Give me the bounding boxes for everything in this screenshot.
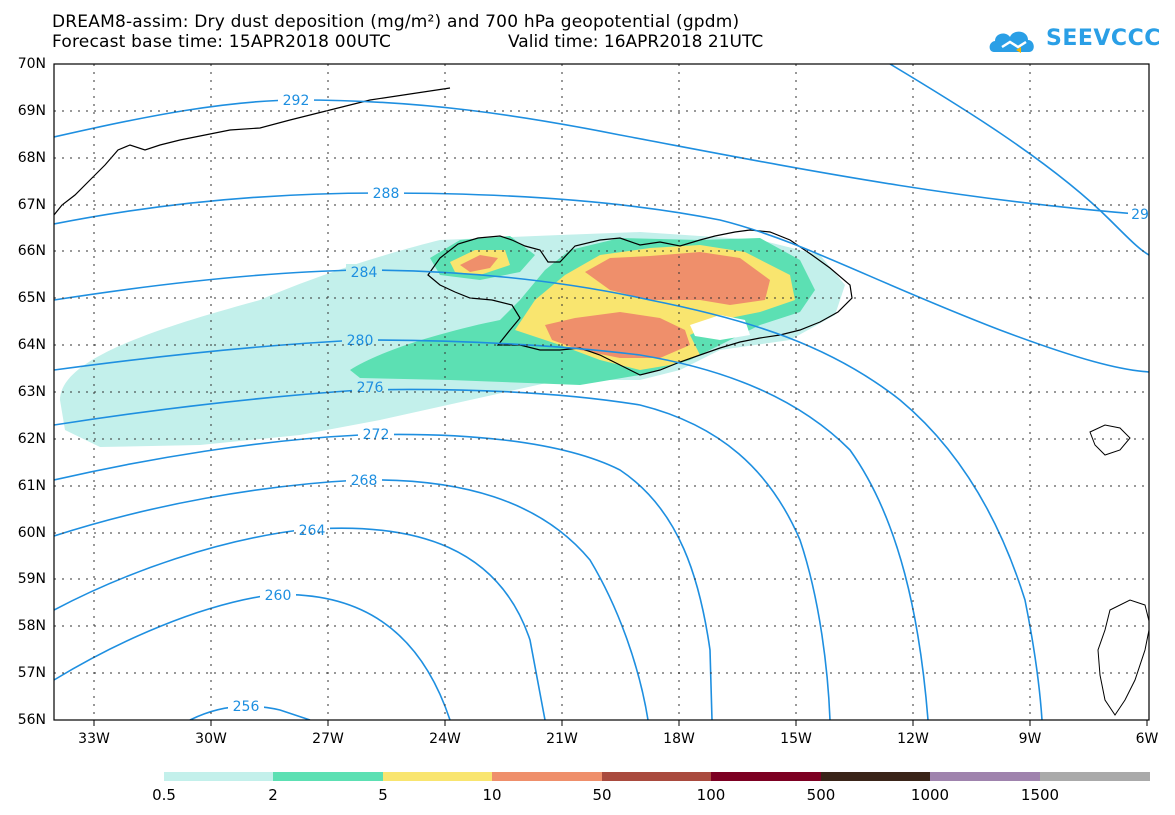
colorbar-swatch-7 xyxy=(930,772,1040,781)
lat-label: 69N xyxy=(17,103,46,119)
colorbar-swatch-8 xyxy=(1040,772,1150,781)
forecast-base-time: Forecast base time: 15APR2018 00UTC xyxy=(52,32,392,52)
clear-area xyxy=(690,315,750,340)
lat-label: 70N xyxy=(17,56,46,72)
colorbar-label: 10 xyxy=(482,786,502,804)
lon-label: 6W xyxy=(1135,731,1159,747)
lat-label: 58N xyxy=(17,618,46,634)
lat-label: 66N xyxy=(17,243,46,259)
colorbar-swatch-2 xyxy=(383,772,492,781)
lat-label: 61N xyxy=(17,478,46,494)
map-title: DREAM8-assim: Dry dust deposition (mg/m²… xyxy=(52,12,740,32)
colorbar-swatch-3 xyxy=(492,772,602,781)
contour-label-260: 260 xyxy=(265,588,292,604)
colorbar-label: 1000 xyxy=(910,786,950,804)
colorbar-label: 5 xyxy=(378,786,388,804)
colorbar-swatch-1 xyxy=(273,772,383,781)
lat-label: 56N xyxy=(17,712,46,728)
lon-label: 9W xyxy=(1018,731,1042,747)
faroe-coastline xyxy=(1089,424,1131,456)
colorbar-label: 500 xyxy=(806,786,836,804)
contour-label-272: 272 xyxy=(363,427,390,443)
contour-label-276: 276 xyxy=(357,380,384,396)
colorbar-label: 0.5 xyxy=(152,786,176,804)
lat-label: 59N xyxy=(17,571,46,587)
contour-label-256: 256 xyxy=(233,699,260,715)
colorbar xyxy=(164,772,1150,781)
lat-label: 64N xyxy=(17,337,46,353)
lon-label: 12W xyxy=(897,731,929,747)
seevccc-logo-icon xyxy=(989,31,1034,53)
lon-label: 33W xyxy=(78,731,110,747)
contour-label-288: 288 xyxy=(373,186,400,202)
lat-label: 65N xyxy=(17,290,46,306)
scotland-coastline xyxy=(1097,599,1149,716)
lat-label: 60N xyxy=(17,525,46,541)
valid-time: Valid time: 16APR2018 21UTC xyxy=(508,32,764,52)
colorbar-swatch-6 xyxy=(821,772,930,781)
lon-label: 18W xyxy=(663,731,695,747)
contour-label-284: 284 xyxy=(351,265,378,281)
lat-label: 57N xyxy=(17,665,46,681)
lon-label: 15W xyxy=(780,731,812,747)
lon-label: 30W xyxy=(195,731,227,747)
colorbar-label: 100 xyxy=(696,786,726,804)
lon-label: 27W xyxy=(312,731,344,747)
map-grid xyxy=(54,64,1149,720)
lat-label: 67N xyxy=(17,197,46,213)
dust-level-10 xyxy=(460,252,770,358)
colorbar-label: 1500 xyxy=(1020,786,1060,804)
lat-label: 63N xyxy=(17,384,46,400)
colorbar-swatch-0 xyxy=(164,772,273,781)
lat-label: 68N xyxy=(17,150,46,166)
iceland-coastline xyxy=(427,229,853,376)
contour-label-29: 29 xyxy=(1131,207,1149,223)
lon-label: 24W xyxy=(429,731,461,747)
lat-label: 62N xyxy=(17,431,46,447)
contour-label-280: 280 xyxy=(347,333,374,349)
contour-label-268: 268 xyxy=(351,473,378,489)
lon-label: 21W xyxy=(546,731,578,747)
colorbar-label: 50 xyxy=(592,786,612,804)
colorbar-label: 2 xyxy=(268,786,278,804)
contour-label-264: 264 xyxy=(299,523,326,539)
greenland-coastline xyxy=(54,87,451,216)
colorbar-swatch-4 xyxy=(602,772,711,781)
colorbar-swatch-5 xyxy=(711,772,821,781)
contour-label-292: 292 xyxy=(283,93,310,109)
map-frame xyxy=(53,63,1150,721)
logo-text: SEEVCCC xyxy=(1046,26,1161,51)
